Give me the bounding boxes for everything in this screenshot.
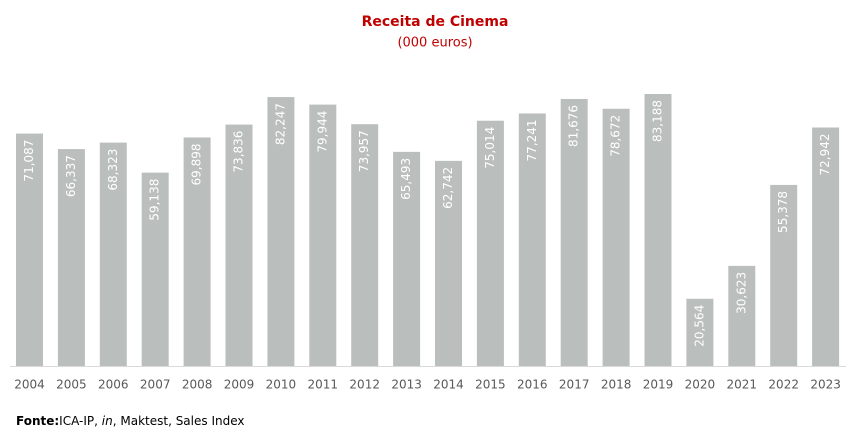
bar — [225, 124, 253, 367]
x-tick-label: 2019 — [643, 378, 674, 392]
x-tick-label: 2018 — [601, 378, 632, 392]
source: Fonte:ICA-IP, in, Maktest, Sales Index — [16, 414, 244, 428]
bar — [686, 298, 714, 366]
value-label: 73,836 — [232, 131, 246, 173]
value-label: 59,138 — [148, 179, 162, 221]
value-label: 81,676 — [567, 105, 581, 147]
chart-title: Receita de Cinema — [362, 14, 509, 30]
value-label: 66,337 — [64, 155, 78, 197]
value-label: 77,241 — [525, 119, 539, 161]
value-label: 75,014 — [483, 127, 497, 169]
x-tick-label: 2009 — [224, 378, 255, 392]
bar — [812, 127, 840, 366]
value-label: 71,087 — [22, 140, 36, 182]
x-tick-label: 2013 — [391, 378, 422, 392]
value-label: 62,742 — [441, 167, 455, 209]
x-tick-label: 2004 — [14, 378, 45, 392]
bar — [183, 137, 211, 366]
bar — [57, 149, 85, 366]
bar — [309, 104, 337, 367]
source-label: Fonte: — [16, 414, 59, 428]
bar — [267, 97, 295, 367]
bar — [141, 172, 169, 366]
x-tick-label: 2014 — [433, 378, 464, 392]
source-text: ICA-IP, — [59, 414, 102, 428]
value-label: 68,323 — [106, 149, 120, 191]
value-label: 55,378 — [776, 191, 790, 233]
x-tick-label: 2017 — [559, 378, 590, 392]
value-label: 72,942 — [818, 134, 832, 176]
value-label: 73,957 — [357, 130, 371, 172]
value-label: 78,672 — [609, 115, 623, 157]
value-label: 69,898 — [190, 143, 204, 185]
bar — [728, 265, 756, 366]
x-tick-label: 2006 — [98, 378, 129, 392]
source-text: in — [102, 414, 113, 428]
value-label: 82,247 — [273, 103, 287, 145]
bar — [351, 124, 379, 367]
value-label: 83,188 — [651, 100, 665, 142]
value-label: 79,944 — [315, 111, 329, 153]
bar — [560, 98, 588, 366]
bar — [518, 113, 546, 367]
x-tick-label: 2010 — [266, 378, 297, 392]
bar — [435, 160, 462, 366]
bar — [16, 133, 43, 366]
x-tick-label: 2015 — [475, 378, 506, 392]
x-tick-label: 2012 — [349, 378, 380, 392]
x-tick-label: 2021 — [727, 378, 758, 392]
chart-subtitle: (000 euros) — [397, 36, 472, 51]
value-label: 20,564 — [692, 305, 706, 347]
value-label: 65,493 — [399, 158, 413, 200]
bar — [393, 151, 421, 366]
x-tick-label: 2016 — [517, 378, 548, 392]
x-tick-label: 2020 — [685, 378, 716, 392]
x-tick-label: 2008 — [182, 378, 213, 392]
x-tick-label: 2011 — [308, 378, 339, 392]
bar — [602, 108, 630, 366]
source-text: , Maktest, Sales Index — [113, 414, 245, 428]
x-tick-label: 2022 — [768, 378, 799, 392]
value-label: 30,623 — [734, 272, 748, 314]
x-tick-label: 2005 — [56, 378, 87, 392]
bar — [476, 120, 504, 366]
x-tick-label: 2023 — [810, 378, 841, 392]
x-tick-label: 2007 — [140, 378, 171, 392]
bar — [770, 184, 798, 366]
bar — [99, 142, 127, 366]
bar — [644, 94, 672, 366]
